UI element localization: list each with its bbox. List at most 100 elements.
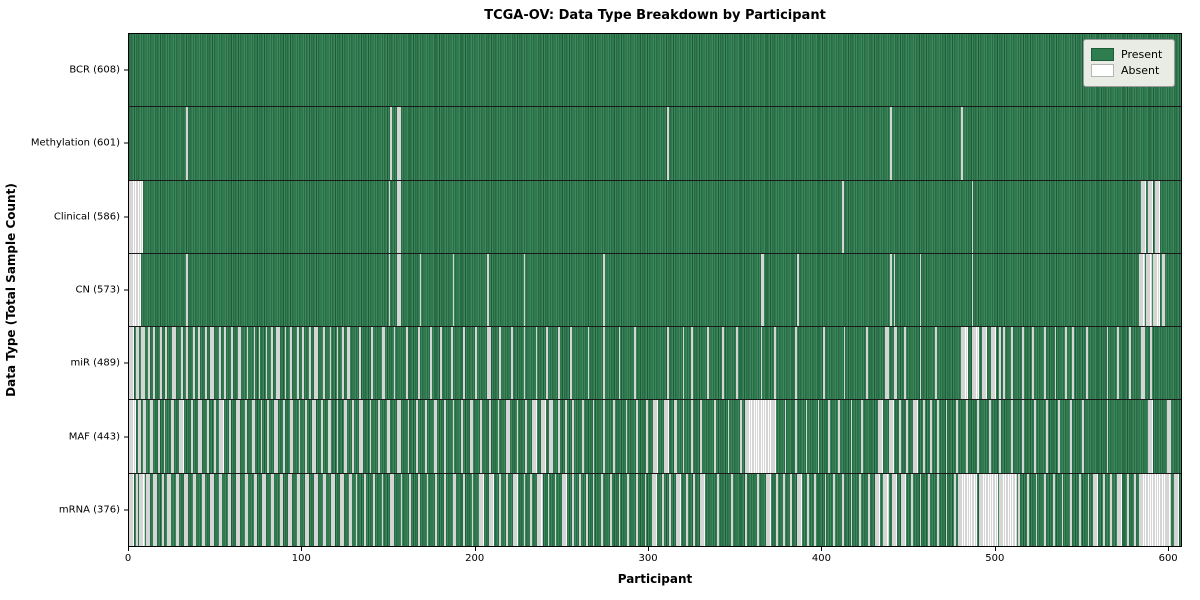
absent-stripe	[824, 473, 827, 546]
absent-stripe	[426, 473, 429, 546]
absent-stripe	[435, 473, 437, 546]
absent-stripe	[213, 400, 216, 473]
absent-stripe	[359, 327, 361, 400]
absent-stripe	[757, 473, 759, 546]
absent-stripe	[497, 400, 500, 473]
absent-stripe	[760, 253, 764, 327]
absent-stripe	[1149, 327, 1152, 400]
absent-stripe	[314, 327, 318, 400]
absent-stripe	[149, 400, 154, 473]
absent-stripe	[1058, 400, 1060, 473]
absent-stripe	[170, 400, 174, 473]
y-tick-label-Methylation: Methylation (601)	[30, 137, 120, 149]
y-tick-label-mRNA: mRNA (376)	[58, 504, 120, 516]
absent-stripe	[928, 473, 931, 546]
heatmap-row-miR	[129, 327, 1181, 401]
absent-stripe	[601, 473, 604, 546]
absent-stripe	[545, 327, 548, 400]
absent-stripe	[440, 327, 443, 400]
absent-stripe	[262, 473, 266, 546]
heatmap-row-Clinical	[129, 180, 1181, 254]
y-tick-label-MAF: MAF (443)	[68, 431, 120, 443]
y-tick-mark	[124, 436, 128, 438]
absent-stripe	[206, 400, 209, 473]
absent-stripe	[890, 253, 893, 327]
absent-stripe	[674, 400, 678, 473]
absent-stripe	[999, 327, 1002, 400]
absent-stripe	[129, 473, 135, 546]
absent-stripe	[982, 327, 988, 400]
absent-stripe	[635, 400, 638, 473]
absent-stripe	[407, 400, 410, 473]
absent-stripe	[693, 473, 695, 546]
absent-stripe	[898, 400, 901, 473]
absent-stripe	[336, 400, 339, 473]
absent-stripe	[184, 473, 188, 546]
absent-stripe	[860, 400, 863, 473]
heatmap-row-mRNA	[129, 473, 1181, 546]
absent-stripe	[218, 327, 221, 400]
absent-stripe	[253, 473, 258, 546]
absent-stripe	[186, 107, 188, 180]
absent-stripe	[236, 400, 240, 473]
absent-stripe	[603, 327, 605, 400]
absent-stripe	[165, 327, 168, 400]
absent-stripe	[1027, 473, 1029, 546]
absent-stripe	[129, 253, 142, 327]
absent-stripe	[506, 400, 510, 473]
absent-stripe	[1018, 473, 1021, 546]
absent-stripe	[289, 400, 294, 473]
absent-stripe	[141, 327, 145, 400]
absent-stripe	[488, 400, 491, 473]
heatmap-row-CN	[129, 253, 1181, 328]
absent-stripe	[1011, 327, 1014, 400]
absent-stripe	[613, 400, 616, 473]
absent-stripe	[511, 327, 514, 400]
absent-stripe	[364, 473, 367, 546]
heatmap-row-BCR	[129, 34, 1181, 108]
absent-stripe	[945, 400, 948, 473]
absent-stripe	[186, 253, 188, 327]
absent-stripe	[667, 107, 669, 180]
absent-stripe	[258, 327, 261, 400]
absent-swatch-icon	[1091, 64, 1114, 78]
absent-stripe	[1116, 327, 1119, 400]
plot-area	[128, 33, 1182, 547]
absent-stripe	[535, 327, 538, 400]
absent-stripe	[558, 400, 560, 473]
absent-stripe	[956, 400, 958, 473]
absent-stripe	[179, 400, 185, 473]
absent-stripe	[480, 400, 482, 473]
absent-stripe	[713, 400, 716, 473]
absent-stripe	[532, 400, 538, 473]
absent-stripe	[175, 473, 180, 546]
absent-stripe	[321, 400, 323, 473]
absent-stripe	[409, 473, 412, 546]
y-tick-mark	[124, 216, 128, 218]
absent-stripe	[218, 473, 223, 546]
absent-stripe	[919, 253, 922, 327]
absent-stripe	[282, 400, 285, 473]
absent-stripe	[549, 400, 553, 473]
absent-stripe	[372, 473, 375, 546]
absent-stripe	[417, 327, 420, 400]
chart-title: TCGA-OV: Data Type Breakdown by Particip…	[484, 8, 826, 23]
absent-stripe	[348, 473, 353, 546]
absent-stripe	[462, 327, 465, 400]
absent-stripe	[341, 327, 344, 400]
absent-stripe	[686, 473, 688, 546]
x-tick-label-300: 300	[638, 553, 658, 564]
absent-stripe	[308, 327, 311, 400]
absent-stripe	[699, 473, 706, 546]
absent-stripe	[433, 400, 437, 473]
absent-stripe	[397, 253, 401, 327]
absent-stripe	[957, 473, 977, 546]
absent-stripe	[850, 473, 853, 546]
absent-stripe	[592, 473, 595, 546]
absent-stripe	[146, 473, 150, 546]
absent-stripe	[296, 473, 301, 546]
absent-stripe	[1141, 327, 1145, 400]
absent-stripe	[635, 473, 638, 546]
absent-stripe	[554, 473, 557, 546]
absent-stripe	[142, 400, 147, 473]
